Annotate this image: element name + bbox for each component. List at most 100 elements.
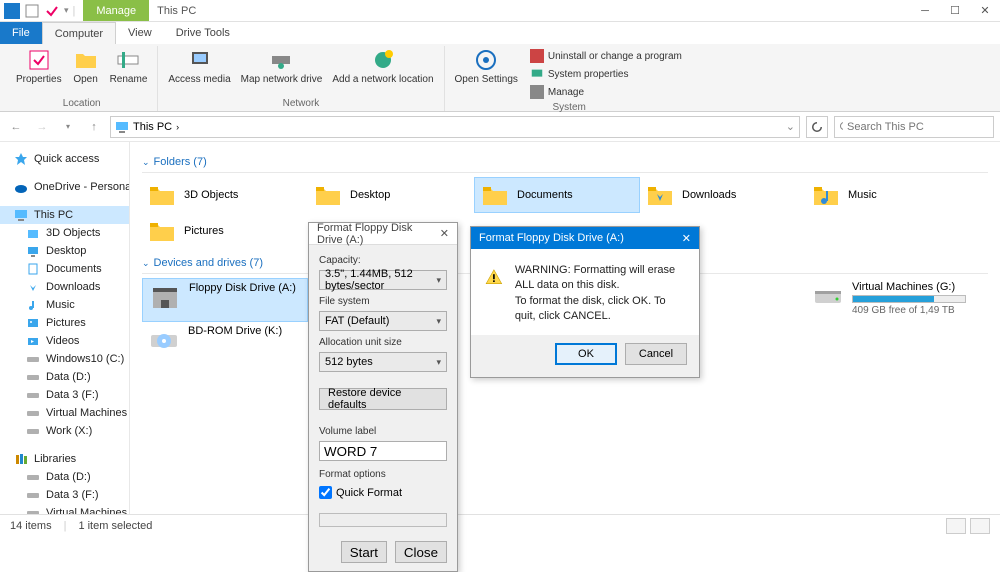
sidebar-lib-data-d-[interactable]: Data (D:) — [0, 468, 129, 486]
sidebar-item-virtual-machines-g-[interactable]: Virtual Machines (G:) — [0, 404, 129, 422]
qat-save-icon[interactable] — [24, 3, 40, 19]
format-start-button[interactable]: Start — [341, 541, 387, 563]
sidebar-item-documents[interactable]: Documents — [0, 260, 129, 278]
ribbon-tab-file[interactable]: File — [0, 22, 42, 44]
sidebar-item-pictures[interactable]: Pictures — [0, 314, 129, 332]
sidebar-onedrive[interactable]: OneDrive - Personal — [0, 178, 129, 196]
folder-icon — [148, 217, 176, 245]
nav-up-button[interactable]: ↑ — [84, 117, 104, 137]
allocation-unit-label: Allocation unit size — [319, 337, 447, 348]
format-progress-bar — [319, 513, 447, 527]
volume-label-input[interactable] — [319, 441, 447, 461]
sidebar-item-data-d-[interactable]: Data (D:) — [0, 368, 129, 386]
this-pc-icon — [115, 120, 129, 134]
search-icon — [839, 121, 843, 133]
sidebar-item-desktop[interactable]: Desktop — [0, 242, 129, 260]
ribbon-group-location: Location — [63, 98, 101, 111]
search-box[interactable] — [834, 116, 994, 138]
nav-recent-dropdown[interactable]: ▾ — [58, 117, 78, 137]
confirm-dialog: Format Floppy Disk Drive (A:)✕ WARNING: … — [470, 226, 700, 378]
view-large-icons-button[interactable] — [970, 518, 990, 534]
folder-icon — [812, 181, 840, 209]
ribbon-map-network-drive[interactable]: Map network drive — [237, 46, 327, 87]
ribbon-open[interactable]: Open — [68, 46, 104, 87]
ribbon-manage[interactable]: Manage — [528, 84, 684, 100]
view-details-button[interactable] — [946, 518, 966, 534]
sidebar-item-downloads[interactable]: Downloads — [0, 278, 129, 296]
format-dialog-close-icon[interactable]: ✕ — [440, 227, 449, 240]
app-icon — [4, 3, 20, 19]
sidebar-libraries[interactable]: Libraries — [0, 450, 129, 468]
refresh-button[interactable] — [806, 116, 828, 138]
allocation-unit-combo[interactable]: 512 bytes — [319, 352, 447, 372]
ribbon-access-media[interactable]: Access media — [164, 46, 234, 87]
navigation-pane: Quick access OneDrive - Personal This PC… — [0, 142, 130, 514]
qat-dropdown-icon[interactable]: ▾ — [64, 5, 69, 16]
section-folders[interactable]: ⌄Folders (7) — [142, 156, 988, 168]
confirm-line2: To format the disk, click OK. To quit, c… — [515, 294, 685, 325]
sidebar-item-music[interactable]: Music — [0, 296, 129, 314]
floppy-icon — [149, 282, 181, 314]
ribbon-system-properties[interactable]: System properties — [528, 66, 684, 82]
folder-icon — [314, 181, 342, 209]
confirm-dialog-close-icon[interactable]: ✕ — [682, 232, 691, 245]
sidebar-lib-data-3-f-[interactable]: Data 3 (F:) — [0, 486, 129, 504]
ribbon-open-settings[interactable]: Open Settings — [451, 46, 522, 102]
address-bar[interactable]: This PC › ⌄ — [110, 116, 800, 138]
sidebar-item-data-3-f-[interactable]: Data 3 (F:) — [0, 386, 129, 404]
confirm-cancel-button[interactable]: Cancel — [625, 343, 687, 365]
maximize-button[interactable]: ☐ — [940, 0, 970, 22]
quick-format-label: Quick Format — [336, 487, 402, 499]
ribbon-tab-view[interactable]: View — [116, 22, 164, 44]
confirm-ok-button[interactable]: OK — [555, 343, 617, 365]
filesystem-combo[interactable]: FAT (Default) — [319, 311, 447, 331]
ribbon-tab-computer[interactable]: Computer — [42, 22, 116, 44]
capacity-combo[interactable]: 3.5", 1.44MB, 512 bytes/sector — [319, 270, 447, 290]
address-dropdown-icon[interactable]: ⌄ — [786, 120, 795, 133]
folder-documents[interactable]: Documents — [474, 177, 640, 213]
ribbon-rename[interactable]: Rename — [106, 46, 152, 87]
format-close-button[interactable]: Close — [395, 541, 447, 563]
quick-format-checkbox[interactable] — [319, 486, 332, 499]
ribbon-add-network-location[interactable]: Add a network location — [328, 46, 437, 87]
ribbon-group-network: Network — [283, 98, 320, 111]
restore-defaults-button[interactable]: Restore device defaults — [319, 388, 447, 410]
ribbon-group-system: System — [553, 102, 586, 115]
sidebar-item-work-x-[interactable]: Work (X:) — [0, 422, 129, 440]
folder-downloads[interactable]: Downloads — [640, 177, 806, 213]
sidebar-item-3d-objects[interactable]: 3D Objects — [0, 224, 129, 242]
breadcrumb-chevron-icon[interactable]: › — [176, 122, 179, 132]
sidebar-lib-virtual-machines-g-[interactable]: Virtual Machines (G:) — [0, 504, 129, 514]
folder-pictures[interactable]: Pictures — [142, 213, 308, 249]
sidebar-item-windows10-c-[interactable]: Windows10 (C:) — [0, 350, 129, 368]
folder-3d-objects[interactable]: 3D Objects — [142, 177, 308, 213]
search-input[interactable] — [847, 121, 989, 133]
close-button[interactable]: ✕ — [970, 0, 1000, 22]
drive-floppy[interactable]: Floppy Disk Drive (A:) — [142, 278, 308, 322]
qat-check-icon[interactable] — [44, 3, 60, 19]
folder-desktop[interactable]: Desktop — [308, 177, 474, 213]
address-path: This PC — [133, 121, 172, 133]
folder-music[interactable]: Music — [806, 177, 972, 213]
nav-back-button[interactable]: ← — [6, 117, 26, 137]
title-tab-manage[interactable]: Manage — [83, 0, 149, 21]
ribbon-properties[interactable]: Properties — [12, 46, 66, 87]
optical-drive-icon — [148, 325, 180, 357]
drive-virtual-machines[interactable]: Virtual Machines (G:)409 GB free of 1,49… — [806, 278, 972, 322]
sidebar-this-pc[interactable]: This PC — [0, 206, 129, 224]
capacity-label: Capacity: — [319, 255, 447, 266]
ribbon-tab-drive-tools[interactable]: Drive Tools — [164, 22, 242, 44]
format-options-label: Format options — [319, 469, 447, 480]
format-dialog: Format Floppy Disk Drive (A:)✕ Capacity:… — [308, 222, 458, 572]
confirm-dialog-title: Format Floppy Disk Drive (A:) — [479, 232, 624, 244]
filesystem-label: File system — [319, 296, 447, 307]
sidebar-item-videos[interactable]: Videos — [0, 332, 129, 350]
folder-icon — [481, 181, 509, 209]
window-title: This PC — [157, 5, 196, 17]
format-dialog-title: Format Floppy Disk Drive (A:) — [317, 222, 440, 246]
ribbon-uninstall-program[interactable]: Uninstall or change a program — [528, 48, 684, 64]
sidebar-quick-access[interactable]: Quick access — [0, 150, 129, 168]
minimize-button[interactable]: ─ — [910, 0, 940, 22]
volume-label-label: Volume label — [319, 426, 447, 437]
nav-forward-button[interactable]: → — [32, 117, 52, 137]
